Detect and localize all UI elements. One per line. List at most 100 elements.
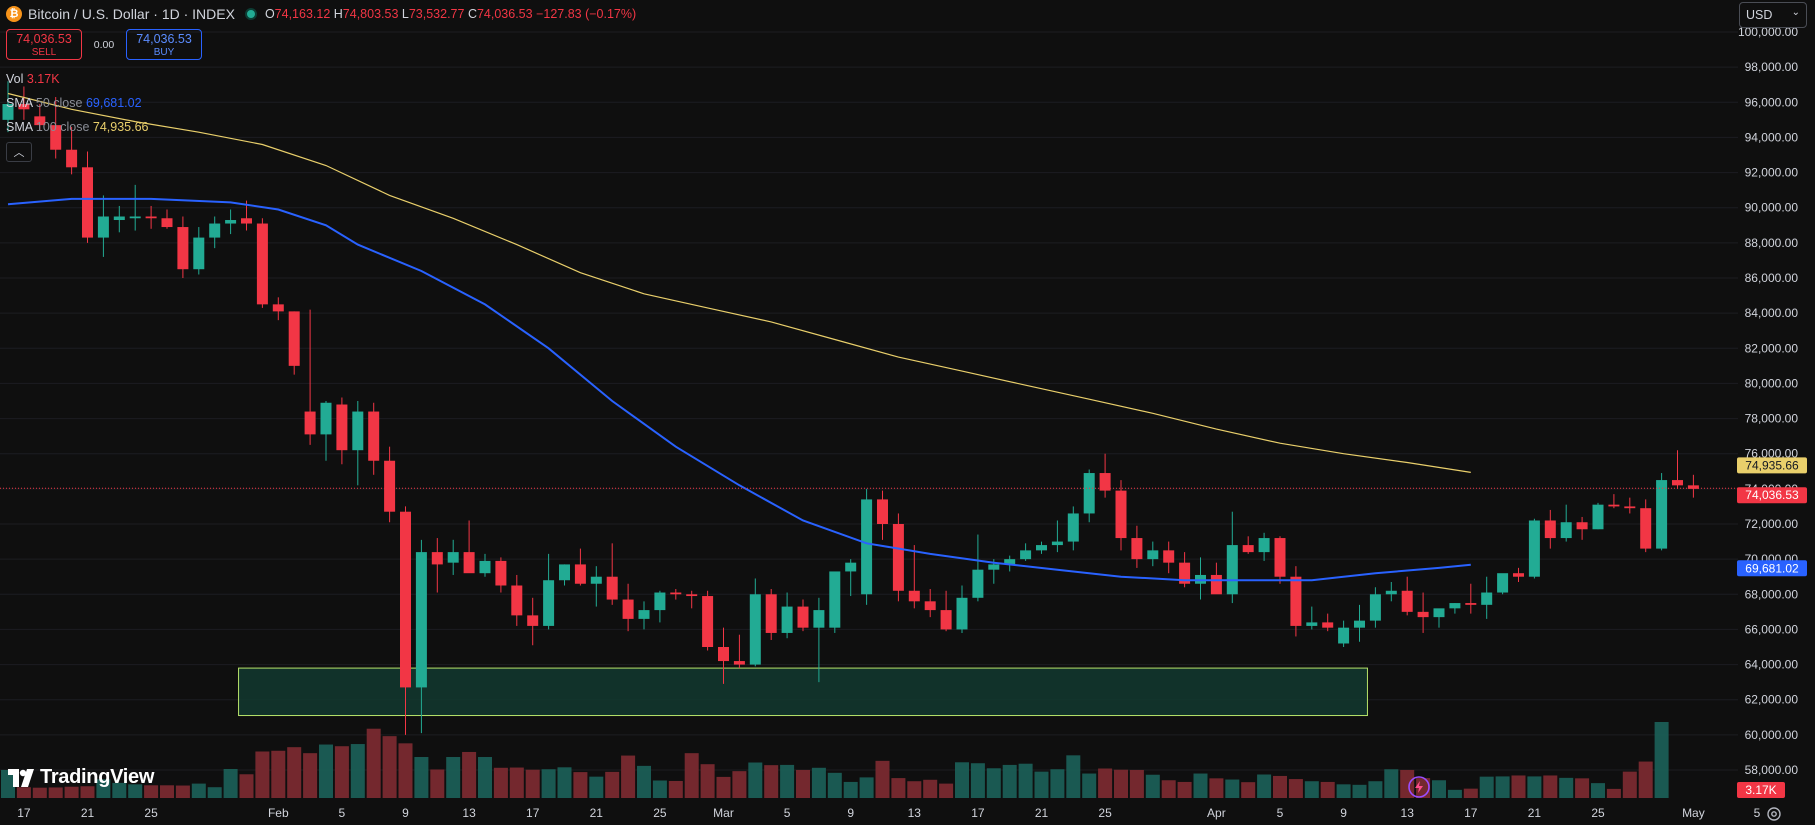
candle[interactable] [1528,518,1540,579]
candle[interactable] [34,104,46,131]
candle[interactable] [1687,474,1699,498]
legend-volume[interactable]: Vol 3.17K [6,72,60,86]
candle[interactable] [50,97,62,159]
candle[interactable] [1115,480,1127,551]
candle[interactable] [1354,604,1365,642]
candle[interactable] [1226,511,1238,604]
candle[interactable] [479,553,491,577]
candle[interactable] [1433,608,1445,628]
candle[interactable] [1481,576,1493,619]
candle[interactable] [1544,509,1556,549]
candle[interactable] [797,599,809,632]
currency-select[interactable]: USD ⌄ [1739,2,1807,28]
candle[interactable] [765,589,777,640]
candle[interactable] [129,184,141,231]
candle[interactable] [543,553,555,630]
candle[interactable] [813,597,825,683]
candle[interactable] [1242,536,1254,554]
candle[interactable] [527,597,539,646]
candle[interactable] [1465,583,1477,614]
symbol-header[interactable]: ₿ Bitcoin / U.S. Dollar · 1D · INDEX O74… [6,4,636,24]
candle[interactable] [400,506,411,735]
candle[interactable] [590,566,602,607]
candle[interactable] [368,402,380,475]
time-axis[interactable]: 17 21 25 Feb 5 9 13 17 21 25 Mar 5 9 13 17 21 25 Apr 5 9 13 1… [0,798,1815,825]
candle[interactable] [1417,592,1429,633]
candle[interactable] [622,583,634,632]
candle[interactable] [940,590,952,632]
candle[interactable] [82,151,93,243]
candle[interactable] [1497,573,1509,595]
candle[interactable] [415,539,427,734]
candle[interactable] [972,534,984,602]
candle[interactable] [892,513,904,602]
candle[interactable] [877,490,888,540]
candle[interactable] [702,590,714,651]
candle[interactable] [1513,567,1524,582]
candle[interactable] [511,574,523,626]
candle[interactable] [1274,536,1286,584]
candle[interactable] [256,218,268,308]
candle[interactable] [1210,562,1222,595]
candle[interactable] [1067,506,1079,551]
settings-gear-icon[interactable] [1767,807,1781,821]
candle[interactable] [304,309,316,445]
candle[interactable] [447,539,459,575]
candle[interactable] [18,86,30,120]
candle[interactable] [1449,603,1461,614]
candle[interactable] [1051,520,1063,553]
candle[interactable] [193,227,205,275]
candle[interactable] [1560,504,1572,542]
candle[interactable] [1624,497,1636,514]
candle[interactable] [924,589,936,618]
candle[interactable] [1099,453,1111,498]
candle[interactable] [1656,473,1668,551]
candle[interactable] [1147,541,1159,567]
collapse-legend-button[interactable]: ︿ [6,142,32,162]
candle[interactable] [829,571,841,633]
candle[interactable] [956,585,968,633]
market-status-dot[interactable] [244,8,257,20]
candle[interactable] [1036,541,1047,554]
candle[interactable] [145,205,157,229]
candle[interactable] [1369,587,1381,628]
lightning-replay-icon[interactable] [1408,776,1430,798]
candle[interactable] [431,538,443,593]
candle[interactable] [1163,541,1175,574]
candle[interactable] [559,564,570,586]
candle[interactable] [861,488,873,605]
candle[interactable] [1322,613,1334,632]
candle[interactable] [1131,525,1143,568]
candle[interactable] [718,627,729,684]
candle[interactable] [574,548,586,586]
candle[interactable] [845,559,857,597]
candle[interactable] [2,81,14,133]
candle[interactable] [1672,450,1683,489]
candle[interactable] [908,545,920,609]
candle[interactable] [1179,552,1191,588]
candle[interactable] [1592,502,1604,530]
candle[interactable] [113,205,125,233]
candle[interactable] [1608,494,1620,509]
candle[interactable] [1338,620,1350,647]
candle[interactable] [1083,469,1095,523]
symbol-title[interactable]: Bitcoin / U.S. Dollar · 1D · INDEX [28,6,235,22]
candle[interactable] [1576,516,1588,540]
candles[interactable] [2,81,1699,735]
legend-sma50[interactable]: SMA 50 close 69,681.02 [6,96,142,110]
candle[interactable] [384,446,396,523]
sell-button[interactable]: 74,036.53 SELL [6,29,82,60]
candle[interactable] [272,297,284,321]
candle[interactable] [1020,543,1032,561]
candle[interactable] [686,590,698,609]
candle[interactable] [1306,606,1318,630]
candle[interactable] [1258,532,1270,561]
legend-sma100[interactable]: SMA 100 close 74,935.66 [6,120,149,134]
candle[interactable] [320,401,332,461]
candle[interactable] [336,397,348,465]
candle[interactable] [733,634,745,669]
tradingview-logo[interactable]: TradingView [8,766,154,789]
candle[interactable] [1290,566,1302,637]
candle[interactable] [161,209,173,229]
